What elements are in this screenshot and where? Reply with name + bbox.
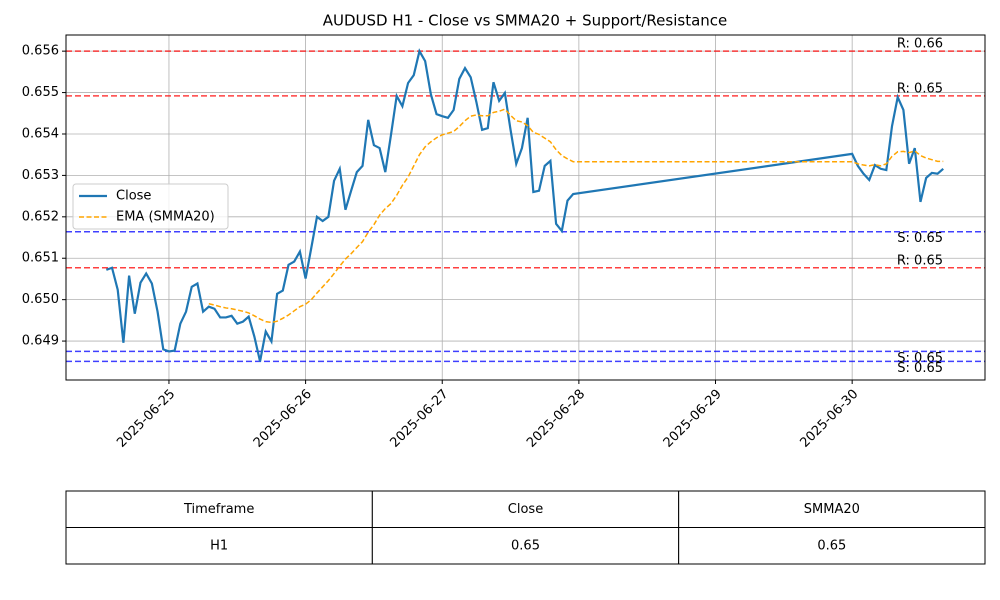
x-tick-label: 2025-06-30 <box>797 387 861 451</box>
level-label: R: 0.66 <box>897 37 943 52</box>
level-label: S: 0.65 <box>897 231 943 246</box>
y-tick-label: 0.656 <box>22 44 59 59</box>
x-tick-label: 2025-06-28 <box>524 387 588 451</box>
table-header: Close <box>508 502 543 517</box>
legend-label: Close <box>116 189 151 204</box>
level-label: R: 0.65 <box>897 253 943 268</box>
series-line <box>105 48 944 362</box>
y-tick-label: 0.655 <box>22 85 59 100</box>
x-tick-label: 2025-06-25 <box>114 387 178 451</box>
table-cell <box>678 527 986 565</box>
table-header: Timeframe <box>183 502 254 517</box>
x-tick-label: 2025-06-26 <box>251 387 315 451</box>
series-line <box>208 108 944 324</box>
table-cell <box>678 490 986 528</box>
x-tick-label: 2025-06-27 <box>388 387 452 451</box>
y-tick-label: 0.649 <box>22 334 59 349</box>
table-cell-text: 0.65 <box>511 538 540 553</box>
y-tick-label: 0.653 <box>22 168 59 183</box>
chart-title: AUDUSD H1 - Close vs SMMA20 + Support/Re… <box>323 12 728 30</box>
legend-box <box>72 183 229 230</box>
table-cell <box>65 527 373 565</box>
legend: Close EMA (SMMA20) <box>72 183 229 230</box>
legend-label: EMA (SMMA20) <box>116 210 215 225</box>
table-cell-text: 0.65 <box>817 538 846 553</box>
x-tick-label: 2025-06-29 <box>661 387 725 451</box>
level-label: S: 0.65 <box>897 361 943 376</box>
level-label: S: 0.65 <box>897 351 943 366</box>
y-tick-label: 0.652 <box>22 209 59 224</box>
y-tick-label: 0.654 <box>22 126 59 141</box>
table-cell <box>371 527 680 565</box>
plot-frame <box>65 34 986 381</box>
table-header: SMMA20 <box>804 502 860 517</box>
y-tick-label: 0.650 <box>22 292 59 307</box>
level-label: R: 0.65 <box>897 81 943 96</box>
table-cell-text: H1 <box>210 538 228 553</box>
y-tick-label: 0.651 <box>22 251 59 266</box>
